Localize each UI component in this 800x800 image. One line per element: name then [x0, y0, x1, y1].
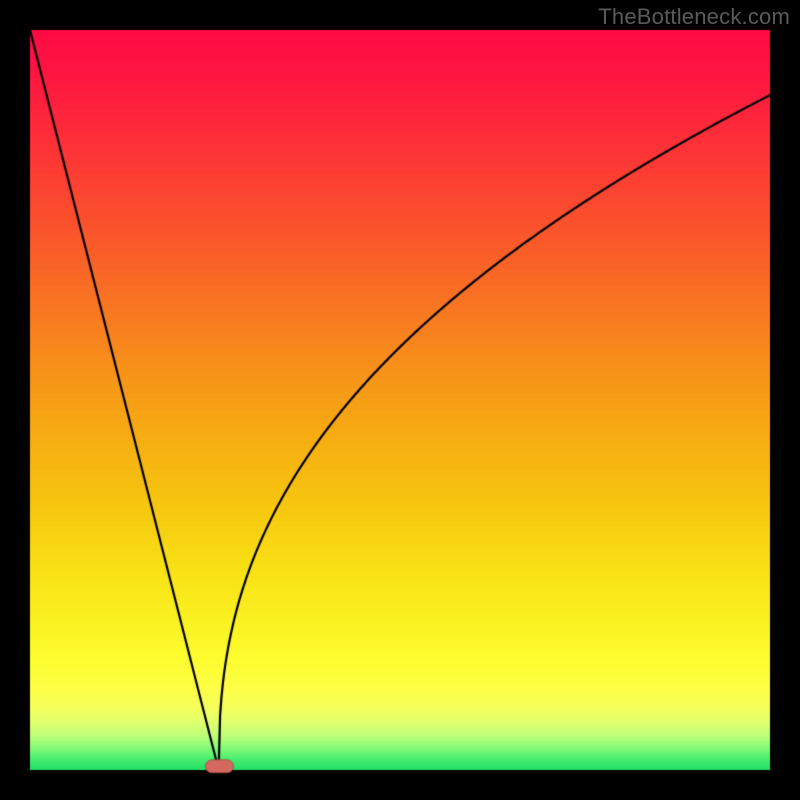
bottleneck-chart [0, 0, 800, 800]
watermark-text: TheBottleneck.com [598, 4, 790, 30]
